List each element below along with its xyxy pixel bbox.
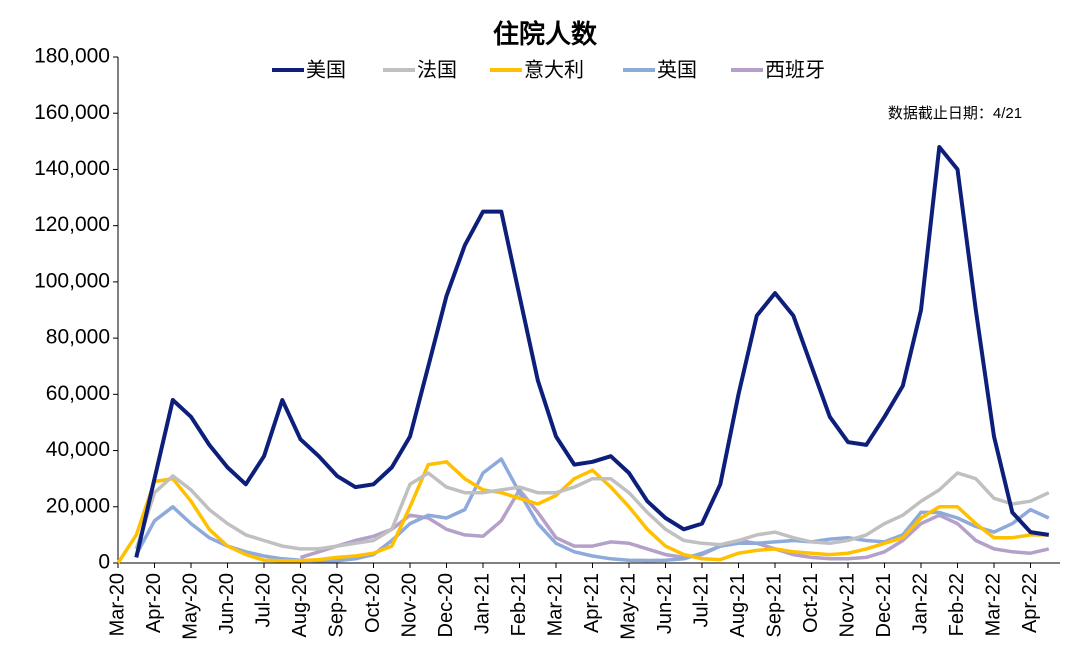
y-tick-label: 0 bbox=[98, 551, 110, 574]
x-tick-label: Nov-20 bbox=[398, 573, 420, 637]
x-tick-label: Feb-22 bbox=[946, 573, 968, 636]
y-tick-label: 100,000 bbox=[34, 269, 110, 292]
legend-label: 西班牙 bbox=[765, 58, 825, 81]
x-tick-label: Sep-20 bbox=[325, 573, 347, 638]
x-tick-label: Sep-21 bbox=[763, 573, 785, 638]
x-tick-label: Oct-20 bbox=[362, 573, 384, 633]
x-tick-label: May-21 bbox=[617, 573, 639, 640]
x-tick-label: Apr-21 bbox=[581, 573, 603, 633]
series-line bbox=[116, 460, 1049, 564]
x-tick-label: Jan-21 bbox=[471, 573, 493, 634]
x-tick-label: Jun-20 bbox=[216, 573, 238, 634]
chart-title: 住院人数 bbox=[493, 19, 598, 49]
x-tick-label: Feb-21 bbox=[508, 573, 530, 636]
x-tick-label: Aug-20 bbox=[289, 573, 311, 638]
y-tick-label: 80,000 bbox=[46, 326, 110, 349]
x-tick-label: Nov-21 bbox=[836, 573, 858, 637]
annotation: 数据截止日期：4/21 bbox=[888, 105, 1022, 122]
y-tick-label: 40,000 bbox=[46, 438, 110, 461]
series-line bbox=[134, 145, 1050, 558]
y-tick-label: 180,000 bbox=[34, 45, 110, 68]
x-tick-label: May-20 bbox=[179, 573, 201, 640]
y-tick-label: 160,000 bbox=[34, 101, 110, 124]
y-tick-label: 60,000 bbox=[46, 382, 110, 405]
x-tick-label: Dec-20 bbox=[435, 573, 457, 637]
x-tick-label: Mar-20 bbox=[106, 573, 128, 636]
x-tick-label: Jun-21 bbox=[654, 573, 676, 634]
x-tick-label: Jan-22 bbox=[909, 573, 931, 634]
x-tick-label: Apr-20 bbox=[143, 573, 165, 633]
legend-label: 美国 bbox=[306, 58, 346, 81]
series-line bbox=[134, 471, 1050, 551]
y-tick-label: 120,000 bbox=[34, 213, 110, 236]
x-tick-label: Dec-21 bbox=[873, 573, 895, 637]
x-tick-label: Mar-22 bbox=[982, 573, 1004, 636]
legend-label: 意大利 bbox=[524, 58, 584, 81]
x-tick-label: Apr-22 bbox=[1019, 573, 1041, 633]
legend-label: 英国 bbox=[657, 58, 697, 81]
x-tick-label: Jul-21 bbox=[690, 573, 712, 627]
x-tick-label: Jul-20 bbox=[252, 573, 274, 627]
x-tick-label: Aug-21 bbox=[727, 573, 749, 638]
x-tick-label: Oct-21 bbox=[800, 573, 822, 633]
legend-label: 法国 bbox=[417, 58, 457, 81]
y-tick-label: 140,000 bbox=[34, 157, 110, 180]
x-tick-label: Mar-21 bbox=[544, 573, 566, 636]
y-tick-label: 20,000 bbox=[46, 494, 110, 517]
